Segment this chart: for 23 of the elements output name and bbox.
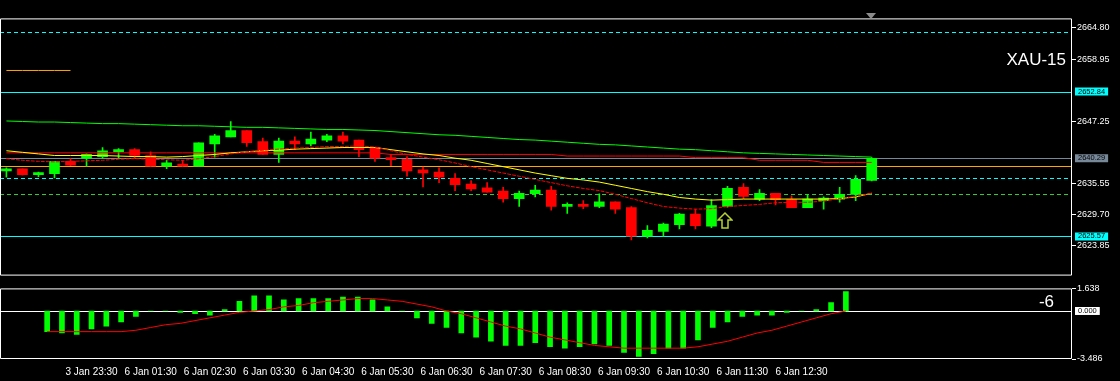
x-tick-label: 3 Jan 23:30: [65, 365, 119, 377]
y-tick-label: 2664.80: [1077, 22, 1110, 33]
y-tick-label: -3.486: [1077, 353, 1103, 364]
x-tick-label: 6 Jan 11:30: [716, 365, 769, 377]
y-tick-label: 2635.55: [1077, 177, 1110, 188]
x-tick-label: 6 Jan 06:30: [420, 365, 474, 377]
x-tick-label: 6 Jan 01:30: [124, 365, 178, 377]
y-tick-label: 1.638: [1077, 282, 1100, 293]
x-tick-label: 6 Jan 03:30: [242, 365, 296, 377]
x-tick-label: 6 Jan 05:30: [361, 365, 414, 377]
text: -6: [1038, 292, 1054, 312]
x-tick-label: 6 Jan 04:30: [302, 365, 355, 377]
x-tick-label: 6 Jan 12:30: [775, 365, 829, 377]
x-tick-label: 6 Jan 07:30: [479, 365, 533, 377]
x-tick-label: 6 Jan 10:30: [657, 365, 710, 377]
y-tick-label: 2647.25: [1077, 115, 1110, 126]
x-tick-label: 6 Jan 02:30: [183, 365, 237, 377]
y-tick-label: 2658.95: [1077, 53, 1110, 64]
y-tick-label: 2623.85: [1077, 240, 1110, 251]
text: XAU-15: [1006, 50, 1066, 70]
x-tick-label: 6 Jan 09:30: [597, 365, 651, 377]
x-tick-label: 6 Jan 08:30: [538, 365, 592, 377]
y-tick-label: 2629.70: [1077, 208, 1110, 219]
